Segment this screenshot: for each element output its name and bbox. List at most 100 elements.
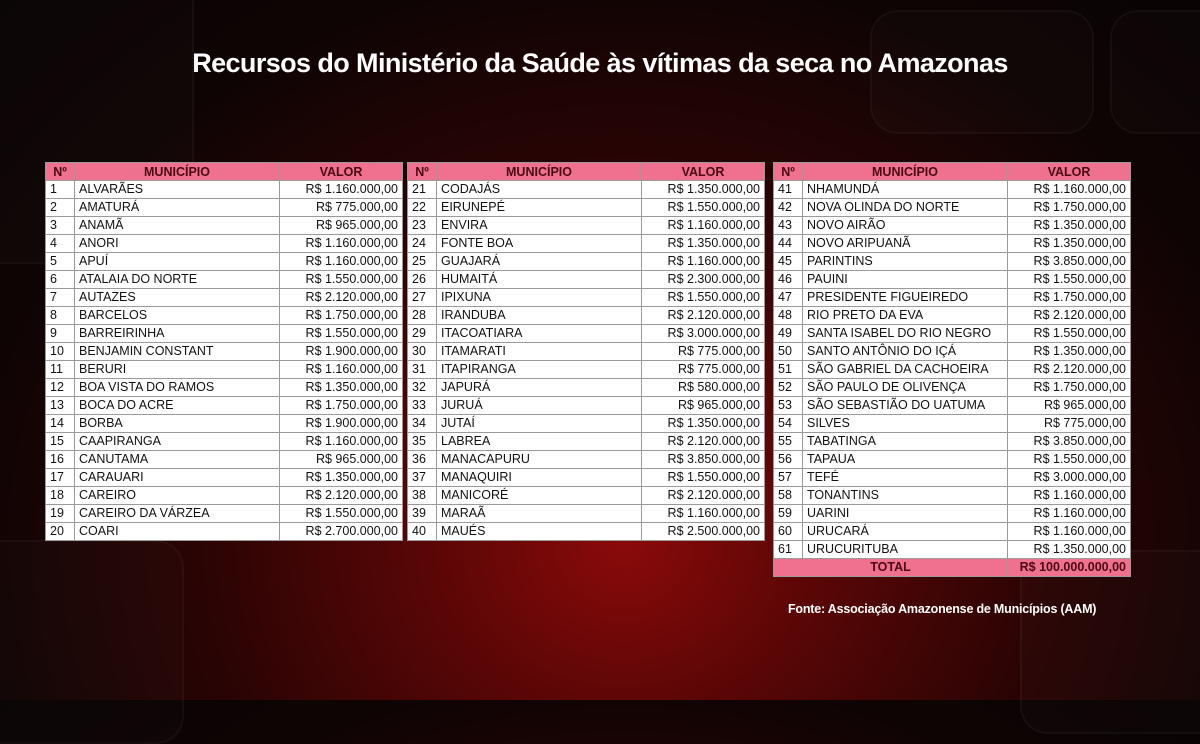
municipio-name: AUTAZES bbox=[74, 288, 280, 307]
municipio-name: SANTA ISABEL DO RIO NEGRO bbox=[802, 324, 1008, 343]
valor-amount: R$ 1.160.000,00 bbox=[1007, 180, 1131, 199]
table-row: 15 CAAPIRANGA R$ 1.160.000,00 bbox=[45, 432, 403, 451]
row-number: 7 bbox=[45, 288, 75, 307]
row-number: 23 bbox=[407, 216, 437, 235]
table-row: 2 AMATURÁ R$ 775.000,00 bbox=[45, 198, 403, 217]
municipio-name: BOA VISTA DO RAMOS bbox=[74, 378, 280, 397]
row-number: 31 bbox=[407, 360, 437, 379]
table-row: 20 COARI R$ 2.700.000,00 bbox=[45, 522, 403, 541]
municipio-name: EIRUNEPÉ bbox=[436, 198, 642, 217]
municipio-name: CAREIRO bbox=[74, 486, 280, 505]
row-number: 49 bbox=[773, 324, 803, 343]
valor-amount: R$ 1.350.000,00 bbox=[1007, 234, 1131, 253]
valor-amount: R$ 2.120.000,00 bbox=[641, 486, 765, 505]
municipio-name: RIO PRETO DA EVA bbox=[802, 306, 1008, 325]
table-row: 9 BARREIRINHA R$ 1.550.000,00 bbox=[45, 324, 403, 343]
row-number: 30 bbox=[407, 342, 437, 361]
valor-amount: R$ 1.160.000,00 bbox=[1007, 504, 1131, 523]
table-row: 25 GUAJARÁ R$ 1.160.000,00 bbox=[407, 252, 765, 271]
municipio-name: PRESIDENTE FIGUEIREDO bbox=[802, 288, 1008, 307]
table-row: 1 ALVARÃES R$ 1.160.000,00 bbox=[45, 180, 403, 199]
municipio-name: IPIXUNA bbox=[436, 288, 642, 307]
municipio-name: SÃO PAULO DE OLIVENÇA bbox=[802, 378, 1008, 397]
table-row: 4 ANORI R$ 1.160.000,00 bbox=[45, 234, 403, 253]
table-row: 32 JAPURÁ R$ 580.000,00 bbox=[407, 378, 765, 397]
table-row: 33 JURUÁ R$ 965.000,00 bbox=[407, 396, 765, 415]
valor-amount: R$ 2.300.000,00 bbox=[641, 270, 765, 289]
row-number: 1 bbox=[45, 180, 75, 199]
municipio-name: URUCARÁ bbox=[802, 522, 1008, 541]
valor-amount: R$ 1.350.000,00 bbox=[1007, 342, 1131, 361]
municipio-name: SILVES bbox=[802, 414, 1008, 433]
municipio-name: TAPAUA bbox=[802, 450, 1008, 469]
table-row: 12 BOA VISTA DO RAMOS R$ 1.350.000,00 bbox=[45, 378, 403, 397]
valor-amount: R$ 1.160.000,00 bbox=[641, 216, 765, 235]
table-row: 43 NOVO AIRÃO R$ 1.350.000,00 bbox=[773, 216, 1131, 235]
municipio-name: ANAMÃ bbox=[74, 216, 280, 235]
municipio-name: CARAUARI bbox=[74, 468, 280, 487]
valor-amount: R$ 1.160.000,00 bbox=[1007, 522, 1131, 541]
municipio-name: TABATINGA bbox=[802, 432, 1008, 451]
municipio-name: ALVARÃES bbox=[74, 180, 280, 199]
municipio-name: COARI bbox=[74, 522, 280, 541]
table-row: 18 CAREIRO R$ 2.120.000,00 bbox=[45, 486, 403, 505]
valor-amount: R$ 3.000.000,00 bbox=[1007, 468, 1131, 487]
valor-amount: R$ 775.000,00 bbox=[641, 360, 765, 379]
row-number: 54 bbox=[773, 414, 803, 433]
row-number: 55 bbox=[773, 432, 803, 451]
municipio-name: NHAMUNDÁ bbox=[802, 180, 1008, 199]
table-row: 51 SÃO GABRIEL DA CACHOEIRA R$ 2.120.000,0… bbox=[773, 360, 1131, 379]
valor-amount: R$ 1.550.000,00 bbox=[641, 288, 765, 307]
row-number: 9 bbox=[45, 324, 75, 343]
row-number: 40 bbox=[407, 522, 437, 541]
municipio-name: MANICORÉ bbox=[436, 486, 642, 505]
municipio-name: ITAMARATI bbox=[436, 342, 642, 361]
municipio-name: GUAJARÁ bbox=[436, 252, 642, 271]
row-number: 32 bbox=[407, 378, 437, 397]
municipios-table-2: Nº MUNICÍPIO VALOR 21 CODAJÁS R$ 1.350.000… bbox=[407, 162, 765, 541]
table-row: 59 UARINI R$ 1.160.000,00 bbox=[773, 504, 1131, 523]
valor-amount: R$ 2.120.000,00 bbox=[641, 432, 765, 451]
municipio-name: MARAÃ bbox=[436, 504, 642, 523]
table-row: 28 IRANDUBA R$ 2.120.000,00 bbox=[407, 306, 765, 325]
table-row: 41 NHAMUNDÁ R$ 1.160.000,00 bbox=[773, 180, 1131, 199]
table-row: 48 RIO PRETO DA EVA R$ 2.120.000,00 bbox=[773, 306, 1131, 325]
col-header-num: Nº bbox=[407, 162, 437, 181]
municipio-name: TONANTINS bbox=[802, 486, 1008, 505]
valor-amount: R$ 1.160.000,00 bbox=[279, 252, 403, 271]
row-number: 14 bbox=[45, 414, 75, 433]
municipio-name: CAAPIRANGA bbox=[74, 432, 280, 451]
municipio-name: SÃO GABRIEL DA CACHOEIRA bbox=[802, 360, 1008, 379]
table-row: 46 PAUINI R$ 1.550.000,00 bbox=[773, 270, 1131, 289]
table-row: 22 EIRUNEPÉ R$ 1.550.000,00 bbox=[407, 198, 765, 217]
table-row: 47 PRESIDENTE FIGUEIREDO R$ 1.750.000,00 bbox=[773, 288, 1131, 307]
municipio-name: MAUÉS bbox=[436, 522, 642, 541]
table-row: 57 TEFÉ R$ 3.000.000,00 bbox=[773, 468, 1131, 487]
municipio-name: LABREA bbox=[436, 432, 642, 451]
table-row: 55 TABATINGA R$ 3.850.000,00 bbox=[773, 432, 1131, 451]
table-body: 41 NHAMUNDÁ R$ 1.160.000,00 42 NOVA OLINDA D… bbox=[773, 180, 1131, 559]
row-number: 10 bbox=[45, 342, 75, 361]
valor-amount: R$ 1.160.000,00 bbox=[641, 504, 765, 523]
table-row: 34 JUTAÍ R$ 1.350.000,00 bbox=[407, 414, 765, 433]
row-number: 42 bbox=[773, 198, 803, 217]
row-number: 19 bbox=[45, 504, 75, 523]
row-number: 12 bbox=[45, 378, 75, 397]
municipio-name: JAPURÁ bbox=[436, 378, 642, 397]
row-number: 15 bbox=[45, 432, 75, 451]
row-number: 21 bbox=[407, 180, 437, 199]
municipio-name: MANAQUIRI bbox=[436, 468, 642, 487]
municipio-name: FONTE BOA bbox=[436, 234, 642, 253]
table-header-row: Nº MUNICÍPIO VALOR bbox=[45, 162, 403, 181]
valor-amount: R$ 1.550.000,00 bbox=[279, 324, 403, 343]
row-number: 61 bbox=[773, 540, 803, 559]
table-row: 8 BARCELOS R$ 1.750.000,00 bbox=[45, 306, 403, 325]
valor-amount: R$ 1.350.000,00 bbox=[279, 378, 403, 397]
valor-amount: R$ 965.000,00 bbox=[1007, 396, 1131, 415]
row-number: 13 bbox=[45, 396, 75, 415]
municipio-name: IRANDUBA bbox=[436, 306, 642, 325]
row-number: 2 bbox=[45, 198, 75, 217]
row-number: 11 bbox=[45, 360, 75, 379]
municipio-name: MANACAPURU bbox=[436, 450, 642, 469]
valor-amount: R$ 2.500.000,00 bbox=[641, 522, 765, 541]
